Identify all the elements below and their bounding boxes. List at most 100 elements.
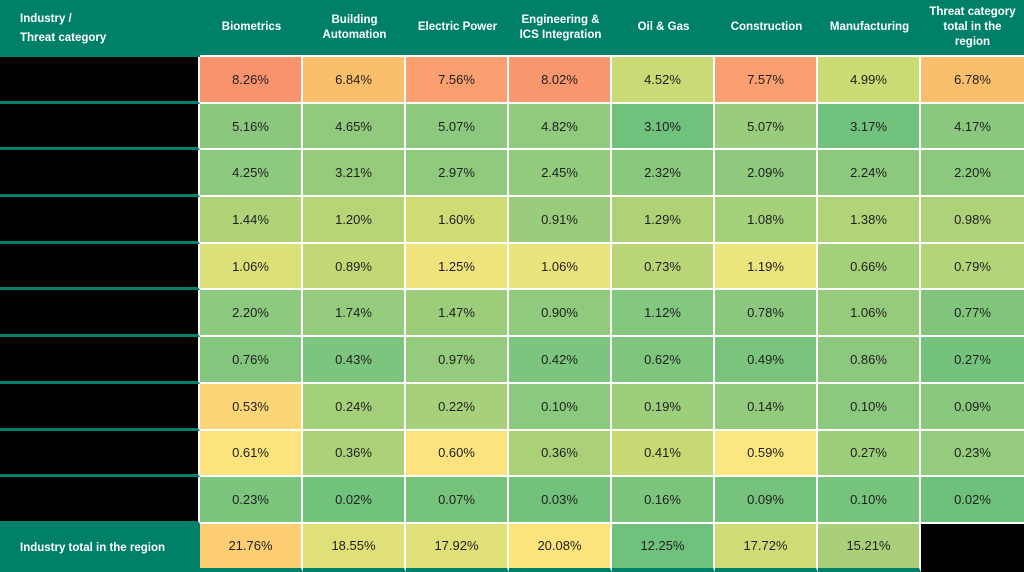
heatmap-cell: 8.02% bbox=[509, 57, 612, 104]
column-header-building-automation: Building Automation bbox=[303, 0, 406, 57]
heatmap-cell: 2.24% bbox=[818, 150, 921, 198]
table-row: 0.76% 0.43% 0.97% 0.42% 0.62% 0.49% 0.86% 0.27% bbox=[0, 337, 1024, 384]
footer-total-cell: 21.76% bbox=[200, 523, 303, 572]
heatmap-cell: 5.07% bbox=[406, 103, 509, 151]
heatmap-cell: 6.78% bbox=[921, 57, 1024, 104]
footer-total-cell: 17.72% bbox=[715, 523, 818, 572]
heatmap-cell: 1.06% bbox=[509, 243, 612, 291]
heatmap-cell: 0.23% bbox=[200, 477, 303, 524]
footer-cell-redacted bbox=[921, 523, 1024, 572]
heatmap-cell: 4.99% bbox=[818, 57, 921, 104]
heatmap-cell: 8.26% bbox=[200, 57, 303, 104]
heatmap-cell: 0.19% bbox=[612, 383, 715, 431]
table-row: 8.26% 6.84% 7.56% 8.02% 4.52% 7.57% 4.99% 6.78% bbox=[0, 57, 1024, 104]
heatmap-cell: 0.02% bbox=[303, 477, 406, 524]
heatmap-cell: 0.03% bbox=[509, 477, 612, 524]
heatmap-cell: 2.45% bbox=[509, 150, 612, 198]
heatmap-cell: 0.09% bbox=[921, 383, 1024, 431]
heatmap-cell: 1.47% bbox=[406, 290, 509, 338]
heatmap-cell: 7.56% bbox=[406, 57, 509, 104]
heatmap-cell: 0.77% bbox=[921, 290, 1024, 338]
column-header-construction: Construction bbox=[715, 0, 818, 57]
footer-total-cell: 20.08% bbox=[509, 523, 612, 572]
heatmap-cell: 0.60% bbox=[406, 430, 509, 478]
heatmap-cell: 2.32% bbox=[612, 150, 715, 198]
heatmap-cell: 0.91% bbox=[509, 197, 612, 244]
table-row: 0.53% 0.24% 0.22% 0.10% 0.19% 0.14% 0.10% 0.09% bbox=[0, 383, 1024, 431]
row-label-redacted bbox=[0, 430, 200, 478]
header-row: Industry / Threat category Biometrics Bu… bbox=[0, 0, 1024, 57]
heatmap-cell: 1.29% bbox=[612, 197, 715, 244]
column-header-threat-category-total: Threat category total in the region bbox=[921, 0, 1024, 57]
corner-header: Industry / Threat category bbox=[0, 0, 200, 57]
heatmap-cell: 5.07% bbox=[715, 103, 818, 151]
heatmap-cell: 0.23% bbox=[921, 430, 1024, 478]
heatmap-cell: 0.42% bbox=[509, 337, 612, 384]
heatmap-cell: 0.02% bbox=[921, 477, 1024, 524]
heatmap-cell: 0.62% bbox=[612, 337, 715, 384]
heatmap-cell: 0.10% bbox=[818, 477, 921, 524]
heatmap-cell: 1.19% bbox=[715, 243, 818, 291]
heatmap-cell: 4.17% bbox=[921, 103, 1024, 151]
heatmap-cell: 0.41% bbox=[612, 430, 715, 478]
column-header-electric-power: Electric Power bbox=[406, 0, 509, 57]
table-row: 4.25% 3.21% 2.97% 2.45% 2.32% 2.09% 2.24% 2.20% bbox=[0, 150, 1024, 198]
heatmap-cell: 6.84% bbox=[303, 57, 406, 104]
heatmap-cell: 0.16% bbox=[612, 477, 715, 524]
heatmap-cell: 0.10% bbox=[818, 383, 921, 431]
footer-total-cell: 12.25% bbox=[612, 523, 715, 572]
heatmap-cell: 0.49% bbox=[715, 337, 818, 384]
heatmap-cell: 0.27% bbox=[921, 337, 1024, 384]
heatmap-cell: 0.53% bbox=[200, 383, 303, 431]
table-row: 0.23% 0.02% 0.07% 0.03% 0.16% 0.09% 0.10% 0.02% bbox=[0, 477, 1024, 524]
table-row: 1.44% 1.20% 1.60% 0.91% 1.29% 1.08% 1.38% 0.98% bbox=[0, 197, 1024, 244]
heatmap-cell: 0.97% bbox=[406, 337, 509, 384]
column-header-oil-gas: Oil & Gas bbox=[612, 0, 715, 57]
column-header-engineering-ics-integration: Engineering & ICS Integration bbox=[509, 0, 612, 57]
heatmap-cell: 1.08% bbox=[715, 197, 818, 244]
footer-cells: 21.76% 18.55% 17.92% 20.08% 12.25% 17.72% 15.2… bbox=[200, 523, 1024, 572]
heatmap-cell: 0.86% bbox=[818, 337, 921, 384]
heatmap-cell: 1.12% bbox=[612, 290, 715, 338]
heatmap-cell: 0.76% bbox=[200, 337, 303, 384]
heatmap-cell: 3.10% bbox=[612, 103, 715, 151]
heatmap-cell: 0.59% bbox=[715, 430, 818, 478]
heatmap-cell: 0.98% bbox=[921, 197, 1024, 244]
heatmap-cell: 1.06% bbox=[818, 290, 921, 338]
heatmap-cell: 1.44% bbox=[200, 197, 303, 244]
row-label-redacted bbox=[0, 290, 200, 338]
heatmap-cell: 4.82% bbox=[509, 103, 612, 151]
footer-total-cell: 17.92% bbox=[406, 523, 509, 572]
table-row: 1.06% 0.89% 1.25% 1.06% 0.73% 1.19% 0.66% 0.79% bbox=[0, 243, 1024, 291]
row-label-redacted bbox=[0, 337, 200, 384]
heatmap-cell: 4.65% bbox=[303, 103, 406, 151]
heatmap-cell: 7.57% bbox=[715, 57, 818, 104]
data-rows: 8.26% 6.84% 7.56% 8.02% 4.52% 7.57% 4.99% 6.78%… bbox=[0, 57, 1024, 524]
footer-total-cell: 18.55% bbox=[303, 523, 406, 572]
row-label-redacted bbox=[0, 383, 200, 431]
heatmap-cell: 0.27% bbox=[818, 430, 921, 478]
heatmap-cell: 0.24% bbox=[303, 383, 406, 431]
heatmap-cell: 0.89% bbox=[303, 243, 406, 291]
heatmap-cell: 1.25% bbox=[406, 243, 509, 291]
heatmap-cell: 0.36% bbox=[509, 430, 612, 478]
table-row: 2.20% 1.74% 1.47% 0.90% 1.12% 0.78% 1.06% 0.77% bbox=[0, 290, 1024, 338]
heatmap-cell: 0.22% bbox=[406, 383, 509, 431]
heatmap-cell: 0.07% bbox=[406, 477, 509, 524]
table-row: 0.61% 0.36% 0.60% 0.36% 0.41% 0.59% 0.27% 0.23% bbox=[0, 430, 1024, 478]
heatmap-cell: 4.52% bbox=[612, 57, 715, 104]
footer-label: Industry total in the region bbox=[0, 523, 200, 572]
heatmap-cell: 1.38% bbox=[818, 197, 921, 244]
heatmap-cell: 2.97% bbox=[406, 150, 509, 198]
heatmap-cell: 1.60% bbox=[406, 197, 509, 244]
row-label-redacted bbox=[0, 103, 200, 151]
heatmap-cell: 3.17% bbox=[818, 103, 921, 151]
footer-row: Industry total in the region 21.76% 18.55… bbox=[0, 523, 1024, 572]
heatmap-cell: 2.09% bbox=[715, 150, 818, 198]
heatmap-cell: 1.74% bbox=[303, 290, 406, 338]
row-label-redacted bbox=[0, 477, 200, 524]
heatmap-cell: 0.73% bbox=[612, 243, 715, 291]
heatmap-cell: 0.10% bbox=[509, 383, 612, 431]
corner-header-line1: Industry / bbox=[20, 12, 72, 25]
